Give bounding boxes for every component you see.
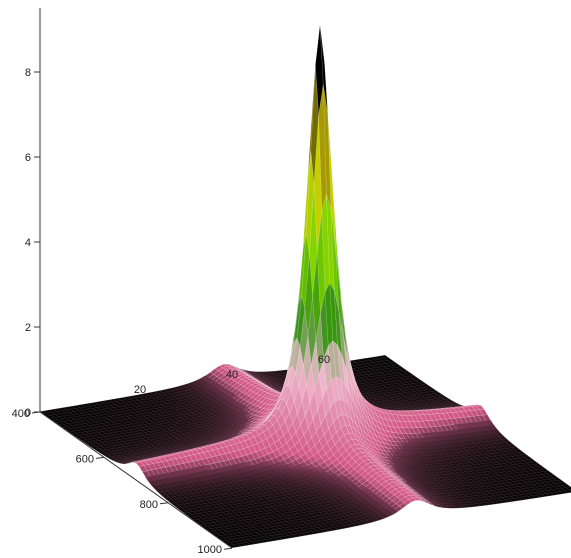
y-tick-mark bbox=[95, 456, 105, 459]
y-tick-mark bbox=[159, 502, 169, 505]
surface-mesh bbox=[39, 25, 571, 548]
z-tick-label: 6 bbox=[25, 152, 31, 164]
x-tick-label: 60 bbox=[318, 354, 330, 366]
y-tick-mark bbox=[31, 411, 41, 414]
y-tick-mark bbox=[223, 547, 233, 550]
y-tick-label: 1000 bbox=[198, 544, 222, 556]
y-tick-label: 800 bbox=[140, 499, 158, 511]
x-tick-label: 40 bbox=[226, 369, 238, 381]
y-tick-label: 400 bbox=[12, 408, 30, 420]
z-tick-label: 4 bbox=[25, 237, 31, 249]
z-tick-label: 2 bbox=[25, 322, 31, 334]
z-tick-label: 8 bbox=[25, 67, 31, 79]
y-tick-label: 600 bbox=[76, 453, 94, 465]
x-tick-label: 20 bbox=[134, 384, 146, 396]
